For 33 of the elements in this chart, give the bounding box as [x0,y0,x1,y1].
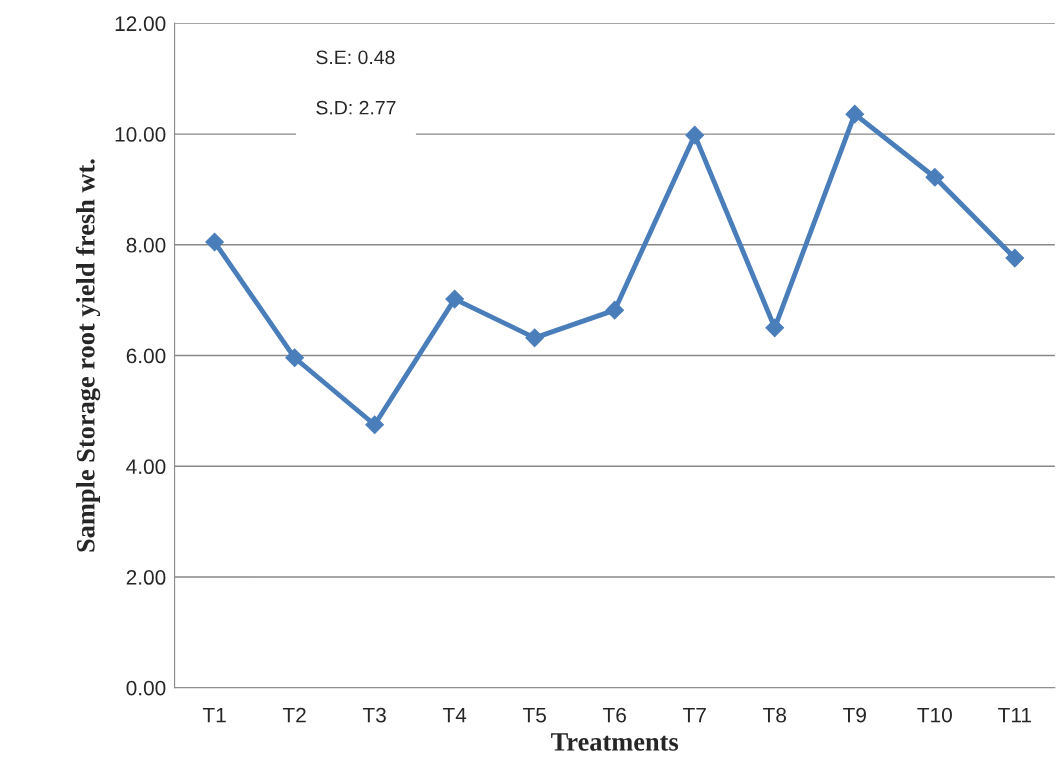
point [1005,248,1025,268]
x-tick-label: T11 [998,707,1031,723]
point [205,232,224,252]
point [685,125,705,145]
point [765,318,785,338]
x-tick-label: T3 [362,707,386,723]
annotation: S.D: 2.77 [316,100,396,115]
y-tick-label: 0.00 [126,680,166,696]
point [365,415,384,435]
point [445,289,465,309]
x-tick-label: T5 [522,707,546,723]
x-axis-title: Treatments [551,733,679,751]
x-tick-label: T1 [202,707,226,723]
y-tick-label: 10.00 [115,127,166,142]
y-tick-label: 12.00 [115,16,166,32]
point [525,328,545,348]
point [605,300,625,320]
x-tick-label: T2 [282,707,306,723]
point [925,167,945,187]
x-tick-label: T7 [683,707,706,723]
point [845,104,865,124]
x-tick-label: T9 [843,707,866,723]
y-axis-title: Sample Storage root yield fresh wt. [75,159,101,552]
y-tick-label: 6.00 [126,348,166,364]
y-tick-label: 2.00 [126,570,166,585]
point [285,348,304,368]
x-tick-label: T6 [603,707,626,723]
x-tick-label: T4 [442,707,467,723]
annotation: S.E: 0.48 [316,50,395,65]
y-tick-label: 4.00 [126,459,166,475]
x-tick-label: T10 [917,707,952,723]
x-tick-label: T8 [763,707,786,723]
y-tick-label: 8.00 [126,237,166,253]
